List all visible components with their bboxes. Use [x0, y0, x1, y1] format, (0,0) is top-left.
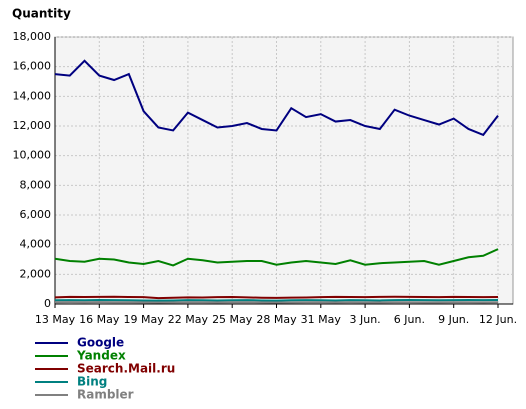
x-tick-label: 25 May: [212, 313, 253, 326]
y-tick-label: 10,000: [13, 149, 52, 162]
series-line: [54, 248, 499, 267]
y-tick-label: 4,000: [20, 238, 52, 251]
y-tick-label: 2,000: [20, 267, 52, 280]
series-line: [54, 295, 499, 300]
x-tick-label: 12 Jun.: [479, 313, 517, 326]
y-tick-label: 18,000: [13, 30, 52, 43]
y-tick-label: 16,000: [13, 60, 52, 73]
x-tick-label: 6 Jun.: [394, 313, 425, 326]
legend-label: Rambler: [77, 388, 134, 402]
x-tick-label: 16 May: [79, 313, 120, 326]
x-tick-label: 28 May: [256, 313, 297, 326]
chart-title: Quantity: [12, 7, 71, 21]
legend-label: Bing: [77, 375, 107, 389]
x-tick-label: 31 May: [301, 313, 342, 326]
x-tick-label: 19 May: [123, 313, 164, 326]
series-line: [54, 298, 499, 302]
x-tick-label: 9 Jun.: [438, 313, 469, 326]
x-tick-label: 3 Jun.: [350, 313, 381, 326]
y-tick-label: 8,000: [20, 178, 52, 191]
y-tick-label: 12,000: [13, 119, 52, 132]
legend-label: Yandex: [76, 349, 126, 363]
y-tick-label: 14,000: [13, 89, 52, 102]
legend-label: Search.Mail.ru: [77, 362, 175, 376]
y-tick-label: 6,000: [20, 208, 52, 221]
y-tick-label: 0: [44, 297, 51, 310]
legend-label: Google: [77, 336, 124, 350]
x-tick-label: 22 May: [168, 313, 209, 326]
x-tick-label: 13 May: [35, 313, 76, 326]
series-line: [54, 59, 499, 137]
